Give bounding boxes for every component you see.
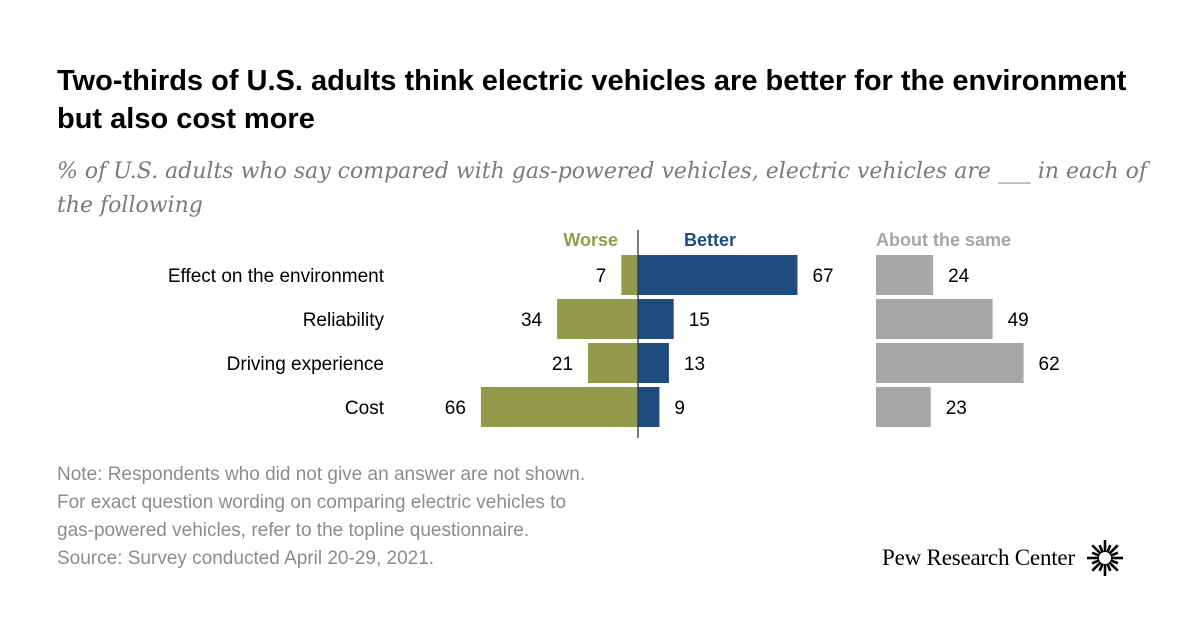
chart-notes: Note: Respondents who did not give an an… — [57, 461, 757, 573]
note-line: For exact question wording on comparing … — [57, 492, 567, 513]
sunburst-ray — [1091, 561, 1102, 572]
pew-sunburst-icon — [1086, 540, 1123, 576]
chart-subtitle: % of U.S. adults who say compared with g… — [57, 159, 1148, 218]
value-label-better: 13 — [684, 354, 705, 375]
bar-worse — [480, 387, 638, 427]
note-line: Note: Respondents who did not give an an… — [57, 464, 586, 485]
note-line: gas-powered vehicles, refer to the topli… — [57, 520, 530, 541]
sunburst-ray — [1091, 551, 1100, 557]
value-label-about-the-same: 24 — [948, 266, 970, 287]
bar-about-the-same — [876, 343, 1024, 383]
bar-about-the-same — [876, 299, 993, 339]
legend-better: Better — [684, 230, 736, 250]
value-label-worse: 7 — [596, 266, 607, 287]
sunburst-ray — [1098, 544, 1104, 553]
sunburst-ray — [1108, 561, 1119, 572]
sunburst-ray — [1109, 559, 1119, 565]
sunburst-ray — [1091, 544, 1102, 555]
bar-better — [638, 299, 674, 339]
value-label-worse: 66 — [445, 398, 466, 419]
sunburst-ray — [1106, 563, 1112, 572]
value-label-better: 9 — [674, 398, 685, 419]
bar-about-the-same — [876, 255, 934, 295]
chart-title: Two-thirds of U.S. adults think electric… — [57, 65, 1127, 135]
value-label-worse: 21 — [552, 354, 573, 375]
sunburst-ray — [1106, 544, 1112, 553]
bar-worse — [588, 343, 638, 383]
bar-better — [638, 343, 669, 383]
logo-text: Pew Research Center — [882, 545, 1075, 570]
value-label-about-the-same: 23 — [946, 398, 967, 419]
value-label-better: 67 — [812, 266, 833, 287]
sunburst-ray — [1109, 551, 1119, 557]
bar-better — [638, 387, 660, 427]
category-label: Cost — [345, 398, 385, 419]
value-label-worse: 34 — [521, 310, 543, 331]
category-label: Reliability — [303, 310, 385, 331]
value-label-better: 15 — [689, 310, 710, 331]
value-label-about-the-same: 49 — [1008, 310, 1029, 331]
category-label: Effect on the environment — [168, 266, 385, 287]
source-line: Source: Survey conducted April 20-29, 20… — [57, 548, 435, 569]
pew-logo: Pew Research Center — [882, 540, 1125, 576]
bar-about-the-same — [876, 387, 931, 427]
bar-worse — [621, 255, 638, 295]
sunburst-ray — [1108, 544, 1119, 555]
sunburst-ray — [1091, 559, 1100, 565]
category-label: Driving experience — [227, 354, 384, 375]
bar-better — [638, 255, 798, 295]
legend-worse: Worse — [563, 230, 618, 250]
legend-about-the-same: About the same — [876, 230, 1011, 250]
value-label-about-the-same: 62 — [1039, 354, 1060, 375]
bar-worse — [557, 299, 638, 339]
sunburst-ray — [1098, 563, 1104, 572]
